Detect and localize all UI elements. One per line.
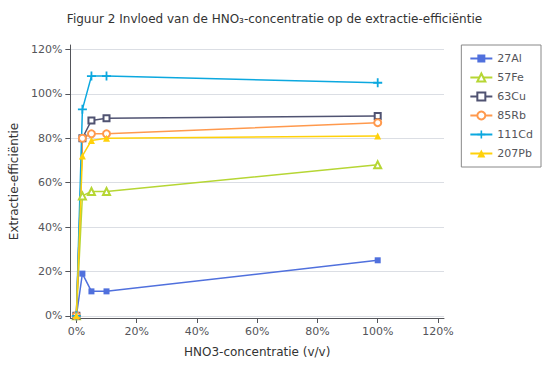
svg-text:63Cu: 63Cu: [497, 90, 526, 103]
svg-text:20%: 20%: [124, 325, 148, 338]
svg-text:111Cd: 111Cd: [497, 128, 533, 141]
svg-text:Figuur 2 Invloed van de HNO₃-c: Figuur 2 Invloed van de HNO₃-concentrati…: [67, 12, 482, 26]
svg-text:120%: 120%: [422, 325, 453, 338]
svg-text:80%: 80%: [38, 132, 62, 145]
svg-text:0%: 0%: [68, 325, 85, 338]
svg-text:120%: 120%: [31, 43, 62, 56]
svg-text:207Pb: 207Pb: [497, 147, 532, 160]
svg-text:40%: 40%: [185, 325, 209, 338]
svg-text:57Fe: 57Fe: [497, 71, 524, 84]
svg-text:HNO3-concentratie (v/v): HNO3-concentratie (v/v): [184, 345, 330, 359]
svg-text:40%: 40%: [38, 221, 62, 234]
svg-text:80%: 80%: [305, 325, 329, 338]
svg-text:0%: 0%: [45, 309, 62, 322]
svg-text:Extractie-efficiëntie: Extractie-efficiëntie: [7, 123, 21, 240]
svg-text:20%: 20%: [38, 265, 62, 278]
svg-text:85Rb: 85Rb: [497, 109, 526, 122]
svg-text:100%: 100%: [362, 325, 393, 338]
svg-text:60%: 60%: [38, 176, 62, 189]
svg-text:60%: 60%: [245, 325, 269, 338]
svg-text:27Al: 27Al: [497, 52, 522, 65]
svg-text:100%: 100%: [31, 87, 62, 100]
